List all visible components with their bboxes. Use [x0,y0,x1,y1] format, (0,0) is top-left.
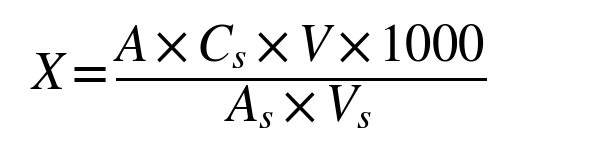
Text: $\mathit{X} = \dfrac{\mathit{A} \times \mathit{C}_{s} \times \mathit{V} \times 1: $\mathit{X} = \dfrac{\mathit{A} \times \… [30,22,486,130]
